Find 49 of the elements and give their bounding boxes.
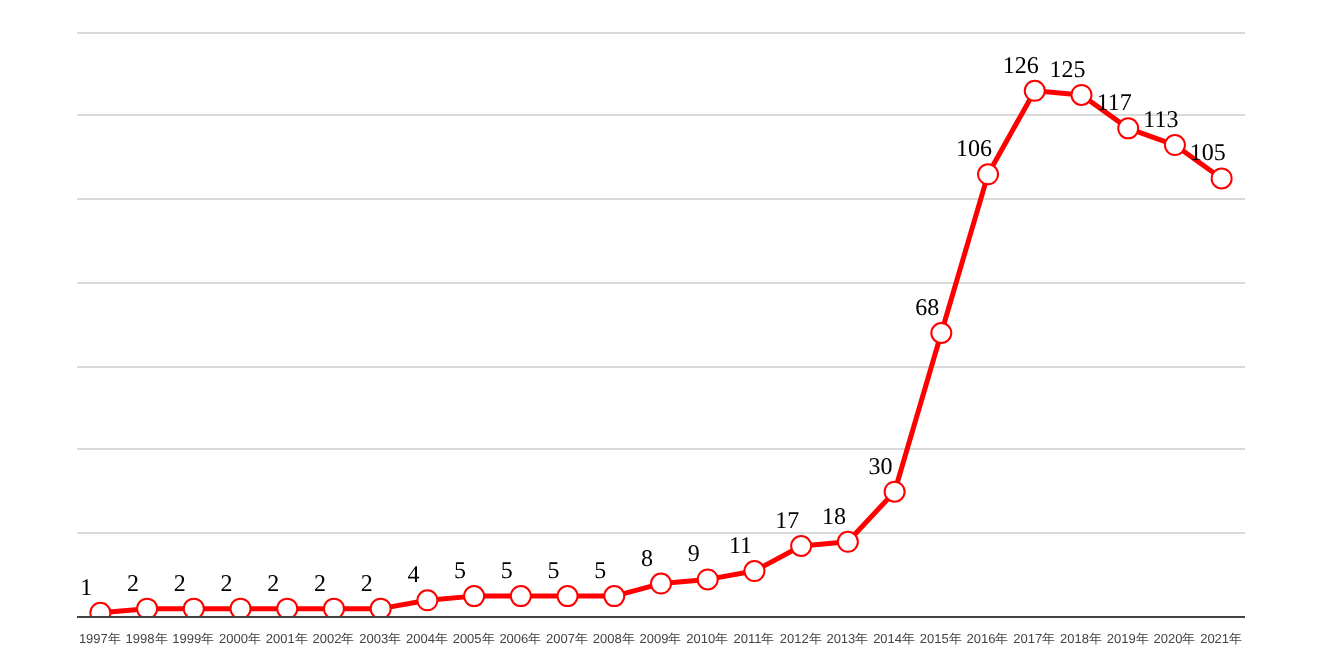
- data-label: 5: [500, 556, 513, 585]
- data-label: 126: [1002, 50, 1039, 79]
- point: [696, 568, 719, 591]
- point: [229, 597, 252, 617]
- point: [182, 597, 205, 617]
- point: [883, 480, 906, 503]
- point: [743, 560, 766, 583]
- data-label: 2: [127, 568, 140, 597]
- data-label: 125: [1049, 54, 1086, 83]
- data-label: 30: [868, 451, 893, 480]
- data-label: 2: [220, 568, 233, 597]
- data-label: 17: [775, 506, 800, 534]
- data-label: 8: [641, 543, 653, 572]
- data-label: 5: [547, 556, 560, 585]
- point: [790, 535, 813, 557]
- data-label: 113: [1143, 105, 1179, 134]
- point: [136, 597, 159, 617]
- data-label: 4: [407, 560, 420, 589]
- point: [930, 322, 953, 344]
- point: [369, 597, 392, 617]
- point: [509, 585, 532, 608]
- point: [1117, 117, 1140, 140]
- point: [603, 585, 626, 608]
- data-label: 18: [821, 501, 846, 530]
- data-label: 2: [267, 568, 280, 597]
- data-label: 2: [313, 568, 326, 597]
- data-label: 11: [728, 531, 753, 560]
- data-label: 106: [956, 134, 993, 163]
- point: [836, 530, 859, 553]
- data-label: 2: [173, 568, 186, 597]
- point: [276, 597, 299, 617]
- point: [1070, 83, 1093, 106]
- data-label: 68: [915, 293, 940, 322]
- data-label: 9: [687, 539, 700, 568]
- point: [556, 585, 579, 608]
- point: [322, 597, 345, 617]
- data-label: 117: [1096, 88, 1132, 117]
- data-label: 1: [80, 572, 93, 601]
- data-label: 105: [1189, 138, 1226, 167]
- data-label: 5: [594, 556, 607, 585]
- point: [416, 589, 439, 612]
- point: [1023, 79, 1046, 102]
- point: [650, 572, 672, 595]
- point: [463, 585, 486, 608]
- data-label: 2: [360, 568, 373, 597]
- data-label: 5: [454, 556, 467, 585]
- point: [1163, 134, 1186, 157]
- point: [977, 163, 1000, 186]
- point: [1210, 167, 1233, 190]
